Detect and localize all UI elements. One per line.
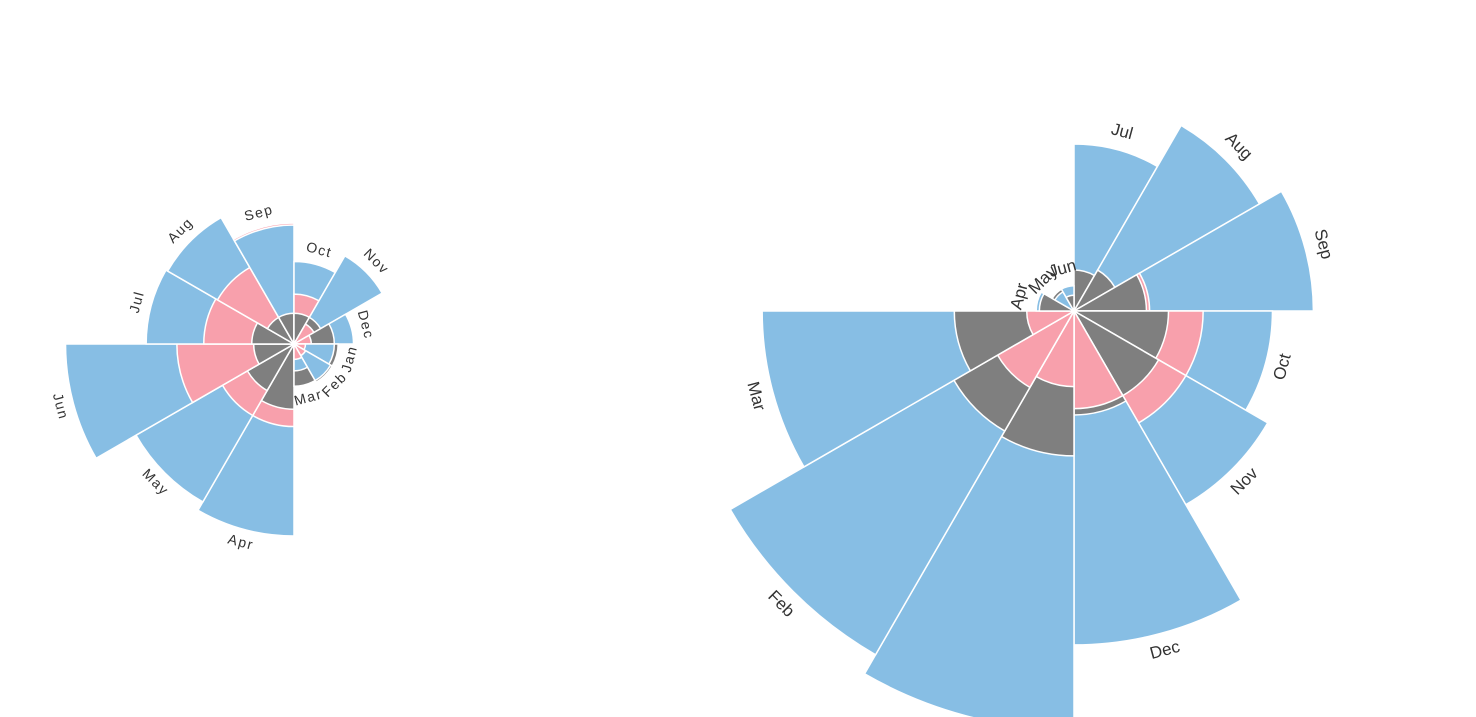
month-label-left-jan: Jan — [338, 344, 360, 374]
month-label-right-mar: Mar — [743, 380, 769, 414]
wedge-left-mar-series-1 — [293, 341, 303, 361]
month-label-right-sep: Sep — [1311, 227, 1337, 261]
month-label-left-jun: Jun — [50, 391, 72, 421]
coxcomb-right: JulAugSepOctNovDecJanFebMarAprMayJun — [729, 119, 1337, 717]
month-label-right-jul: Jul — [1109, 119, 1135, 143]
month-label-left-oct: Oct — [305, 238, 335, 260]
month-label-right-aug: Aug — [1221, 129, 1256, 164]
month-label-right-dec: Dec — [1148, 637, 1183, 663]
wedge-right-aug-series-0 — [1071, 124, 1261, 314]
month-label-left-mar: Mar — [292, 386, 324, 409]
month-label-left-dec: Dec — [355, 308, 378, 341]
wedge-right-mar-series-1 — [1025, 310, 1077, 336]
month-label-left-jul: Jul — [126, 289, 147, 315]
wedge-right-jun-series-2 — [1065, 294, 1075, 314]
month-label-left-apr: Apr — [226, 531, 256, 553]
wedge-left-sep-series-0 — [233, 224, 295, 347]
month-label-left-sep: Sep — [242, 201, 275, 224]
wedge-right-jul-series-0 — [1073, 143, 1159, 314]
month-label-right-oct: Oct — [1269, 351, 1294, 382]
